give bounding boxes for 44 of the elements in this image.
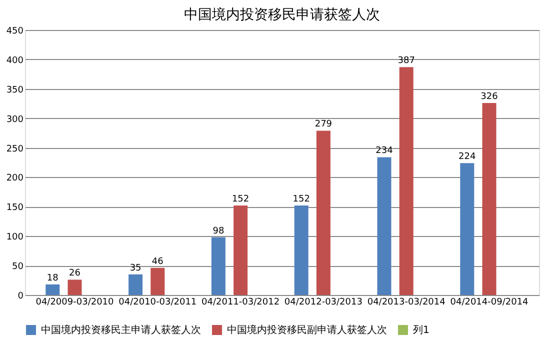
data-label: 152 xyxy=(292,194,310,204)
y-tick-label: 200 xyxy=(6,174,24,184)
bar xyxy=(399,67,414,295)
y-tick-label: 350 xyxy=(6,85,24,96)
bar xyxy=(234,205,248,295)
chart-title: 中国境内投资移民申请获签人次 xyxy=(184,7,380,23)
x-tick-label: 04/2014-09/2014 xyxy=(450,298,529,308)
data-label: 326 xyxy=(480,92,498,102)
data-label: 152 xyxy=(232,194,250,204)
bar xyxy=(68,280,82,295)
data-label: 35 xyxy=(130,263,142,274)
data-label: 26 xyxy=(69,268,81,279)
x-tick-label: 04/2010-03/2011 xyxy=(118,298,197,308)
y-tick-label: 50 xyxy=(12,262,24,272)
y-tick-label: 300 xyxy=(6,114,24,125)
legend-label: 中国境内投资移民副申请人获签人次 xyxy=(227,324,387,336)
data-label: 387 xyxy=(398,56,415,66)
data-label: 234 xyxy=(376,146,394,156)
data-label: 279 xyxy=(314,120,332,130)
bar xyxy=(482,103,496,295)
bar xyxy=(211,237,226,295)
legend-label: 中国境内投资移民主申请人获签人次 xyxy=(41,324,201,336)
bar xyxy=(377,157,392,295)
data-label: 18 xyxy=(46,273,59,284)
y-tick-label: 100 xyxy=(6,232,24,243)
x-tick-label: 04/2009-03/2010 xyxy=(36,298,114,308)
data-label: 46 xyxy=(152,256,164,267)
data-label: 224 xyxy=(458,152,476,162)
bar xyxy=(460,163,474,295)
bar xyxy=(316,130,330,295)
y-tick-label: 150 xyxy=(6,203,24,214)
x-tick-label: 04/2013-03/2014 xyxy=(367,298,446,308)
data-label: 98 xyxy=(212,226,224,236)
bar xyxy=(150,268,165,295)
x-tick-label: 04/2011-03/2012 xyxy=(202,298,280,308)
x-tick-label: 04/2012-03/2013 xyxy=(284,298,362,308)
bar xyxy=(128,274,143,295)
bar xyxy=(294,205,308,295)
y-tick-label: 450 xyxy=(6,26,24,36)
y-tick-label: 0 xyxy=(18,292,24,302)
y-tick-label: 250 xyxy=(6,144,24,154)
legend-label: 列1 xyxy=(413,325,430,336)
bar xyxy=(46,284,60,295)
y-tick-label: 400 xyxy=(6,56,24,66)
